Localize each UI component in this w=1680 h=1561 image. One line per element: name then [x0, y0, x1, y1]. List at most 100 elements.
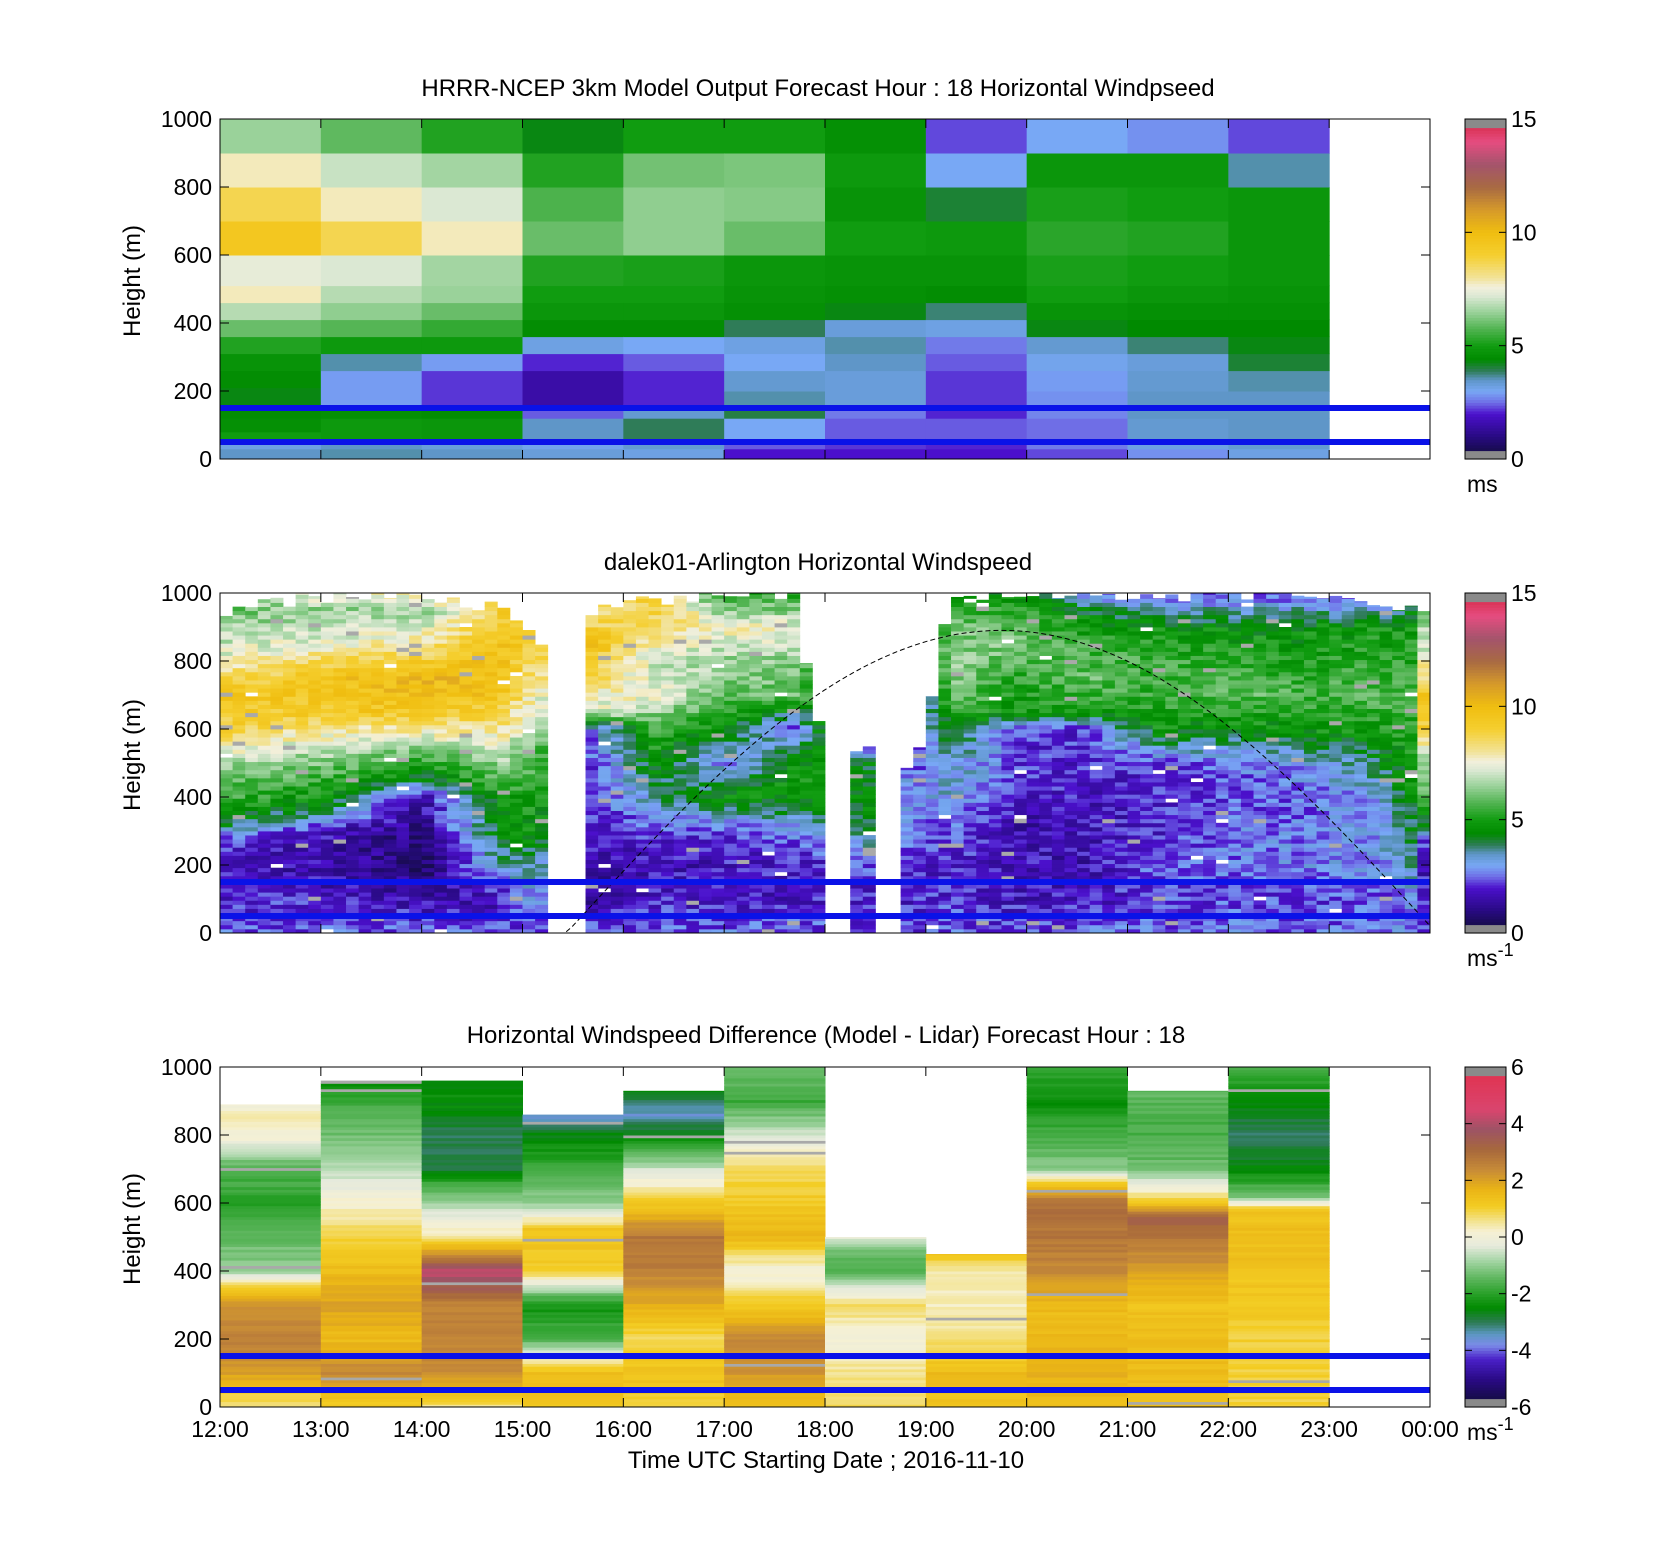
heatmap-cell: [446, 822, 460, 828]
heatmap-cell: [913, 794, 927, 799]
heatmap-cell: [1026, 635, 1040, 640]
heatmap-cell: [245, 867, 259, 873]
heatmap-cell: [257, 839, 271, 844]
heatmap-cell: [446, 867, 460, 873]
heatmap-cell: [257, 627, 271, 632]
heatmap-cell: [522, 255, 624, 287]
heatmap-cell: [459, 847, 473, 852]
heatmap-cell: [446, 773, 460, 779]
heatmap-cell: [799, 773, 813, 779]
heatmap-cell: [686, 651, 700, 656]
heatmap-cell: [787, 794, 801, 799]
heatmap-cell: [1051, 810, 1065, 816]
heatmap-cell: [459, 867, 473, 873]
heatmap-cell: [509, 900, 523, 905]
heatmap-cell: [535, 712, 549, 718]
heatmap-cell: [497, 631, 511, 636]
heatmap-cell: [1026, 610, 1040, 616]
heatmap-cell: [270, 614, 284, 620]
heatmap-cell: [295, 655, 309, 661]
heatmap-cell: [825, 119, 927, 154]
heatmap-cell: [472, 851, 486, 856]
heatmap-cell: [358, 602, 372, 607]
heatmap-cell: [245, 708, 259, 714]
heatmap-cell: [787, 602, 801, 607]
heatmap-cell: [295, 712, 309, 718]
heatmap-cell: [346, 871, 360, 877]
colorbar-segment: [1465, 257, 1506, 262]
heatmap-cell: [938, 757, 952, 763]
heatmap-cell: [900, 888, 914, 893]
heatmap-cell: [522, 908, 536, 913]
heatmap-cell: [1051, 675, 1065, 681]
heatmap-cell: [270, 622, 284, 628]
heatmap-cell: [346, 610, 360, 616]
heatmap-cell: [320, 655, 334, 661]
heatmap-cell: [371, 659, 385, 665]
heatmap-cell: [245, 622, 259, 628]
heatmap-cell: [396, 757, 410, 763]
heatmap-cell: [623, 370, 725, 406]
heatmap-cell: [1001, 888, 1015, 893]
heatmap-cell: [787, 680, 801, 685]
heatmap-cell: [421, 875, 435, 881]
heatmap-cell: [787, 863, 801, 869]
heatmap-cell: [358, 675, 372, 681]
heatmap-cell: [963, 684, 977, 689]
heatmap-cell: [320, 618, 334, 624]
heatmap-cell: [698, 871, 712, 877]
heatmap-cell: [787, 684, 801, 689]
heatmap-cell: [711, 635, 725, 640]
heatmap-cell: [320, 635, 334, 640]
heatmap-cell: [850, 920, 864, 926]
heatmap-cell: [245, 802, 259, 807]
heatmap-cell: [484, 904, 498, 909]
heatmap-cell: [509, 712, 523, 718]
heatmap-cell: [850, 773, 864, 779]
heatmap-cell: [1014, 761, 1028, 767]
heatmap-cell: [761, 700, 775, 705]
heatmap-cell: [673, 595, 687, 599]
heatmap-cell: [484, 822, 498, 828]
heatmap-cell: [346, 720, 360, 726]
heatmap-cell: [232, 631, 246, 636]
heatmap-cell: [686, 888, 700, 893]
heatmap-cell: [396, 696, 410, 701]
heatmap-cell: [295, 692, 309, 697]
heatmap-cell: [900, 867, 914, 873]
heatmap-cell: [497, 847, 511, 852]
heatmap-cell: [484, 908, 498, 913]
heatmap-cell: [698, 859, 712, 865]
heatmap-cell: [446, 602, 460, 607]
heatmap-cell: [320, 835, 334, 840]
heatmap-cell: [295, 884, 309, 889]
heatmap-cell: [673, 708, 687, 714]
heatmap-cell: [749, 631, 763, 636]
heatmap-cell: [1014, 794, 1028, 799]
heatmap-cell: [761, 859, 775, 865]
heatmap-cell: [371, 610, 385, 616]
heatmap-cell: [245, 631, 259, 636]
heatmap-cell: [761, 806, 775, 811]
heatmap-cell: [1039, 798, 1053, 803]
heatmap-cell: [459, 777, 473, 783]
heatmap-cell: [283, 875, 297, 881]
heatmap-cell: [220, 839, 234, 844]
heatmap-cell: [1001, 802, 1015, 807]
heatmap-cell: [698, 782, 712, 787]
heatmap-cell: [988, 818, 1002, 824]
heatmap-cell: [711, 712, 725, 718]
heatmap-cell: [913, 859, 927, 865]
heatmap-cell: [711, 688, 725, 693]
heatmap-cell: [673, 745, 687, 750]
heatmap-cell: [232, 822, 246, 828]
heatmap-cell: [761, 835, 775, 840]
heatmap-cell: [862, 835, 876, 840]
heatmap-cell: [988, 700, 1002, 705]
heatmap-cell: [951, 818, 965, 824]
heatmap-cell: [1026, 655, 1040, 661]
heatmap-cell: [799, 924, 813, 930]
heatmap-cell: [711, 749, 725, 754]
heatmap-cell: [308, 753, 322, 758]
heatmap-cell: [295, 757, 309, 763]
